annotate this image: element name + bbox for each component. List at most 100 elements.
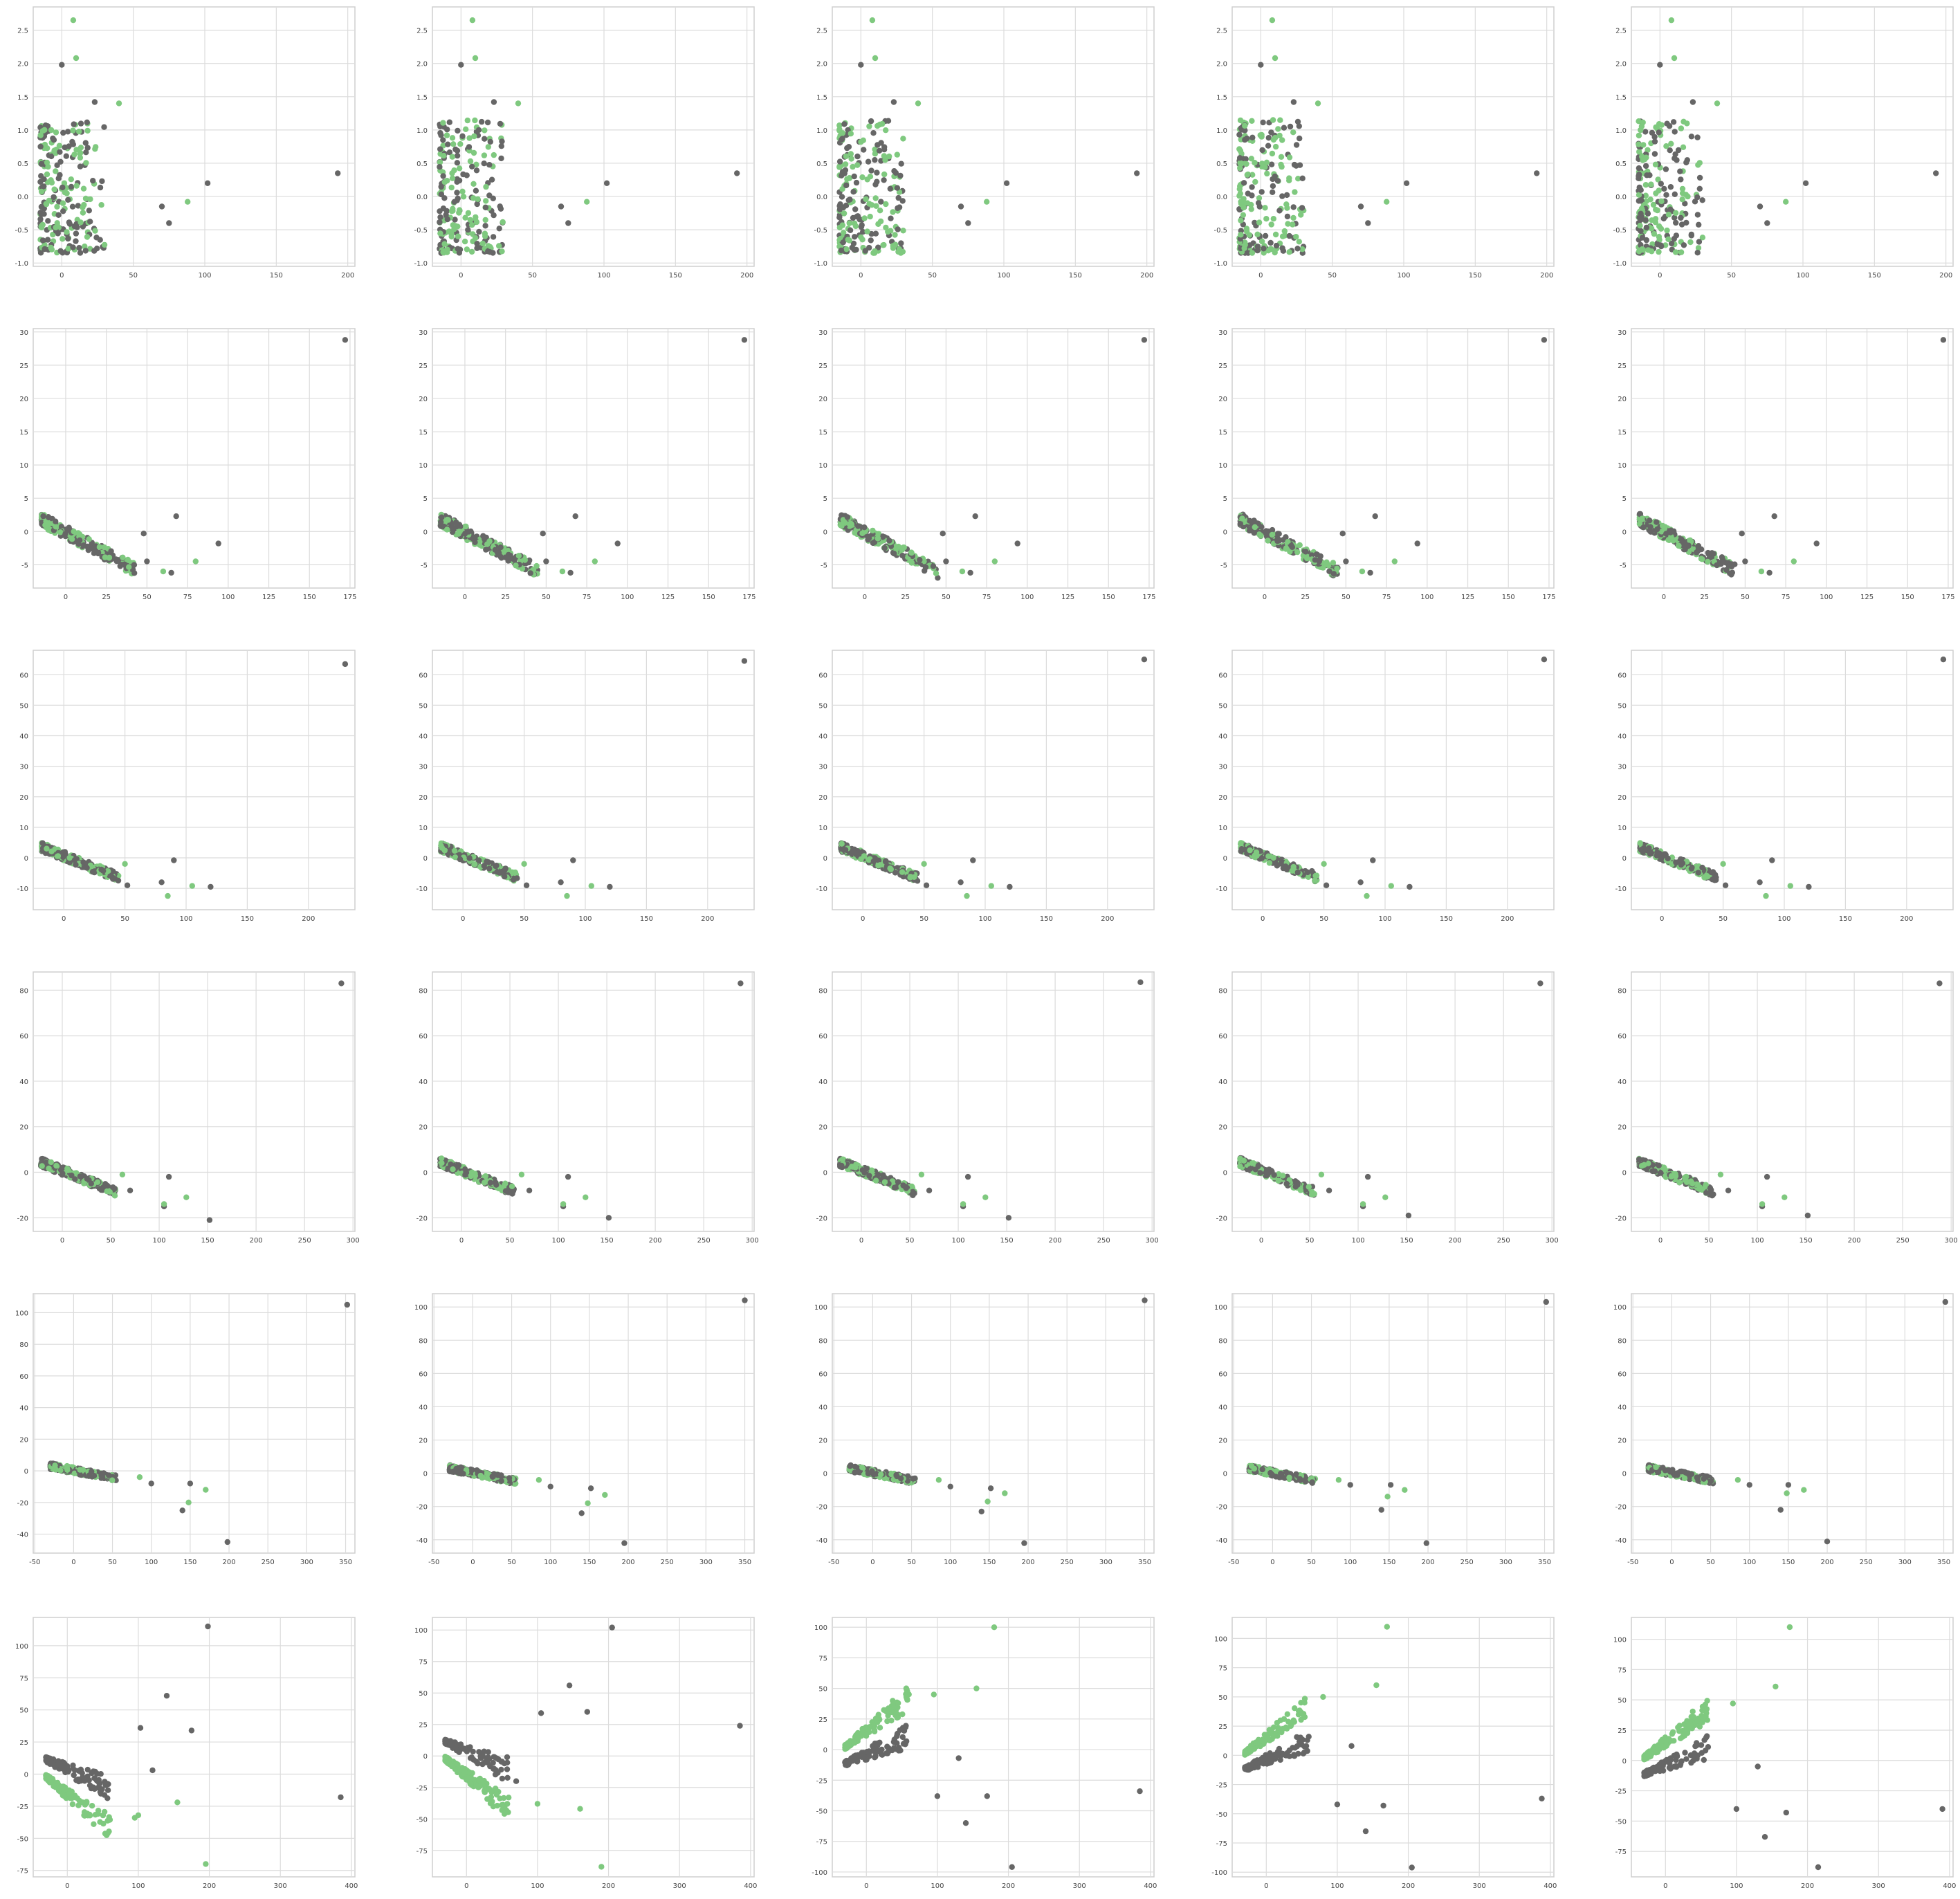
scatter-point-class-b (1639, 515, 1645, 522)
scatter-point-class-b (1266, 860, 1273, 866)
scatter-point-class-b (461, 238, 468, 245)
scatter-point-class-a (1678, 176, 1684, 183)
x-tick-label: 50 (542, 594, 551, 601)
x-tick-label: 150 (1400, 1237, 1413, 1245)
scatter-point-class-b (908, 549, 915, 556)
scatter-point-class-b (81, 1180, 87, 1186)
x-tick-label: 100 (179, 915, 192, 923)
scatter-point-class-a (440, 205, 447, 212)
scatter-point-class-a (497, 205, 504, 212)
x-tick-label: 200 (701, 915, 714, 923)
scatter-point-class-b (874, 122, 881, 129)
x-tick-label: 175 (742, 594, 755, 601)
scatter-point-class-a (59, 1171, 66, 1177)
scatter-point-class-b (70, 17, 77, 24)
scatter-point-class-a (458, 62, 464, 68)
scatter-point-class-a (1658, 181, 1664, 187)
scatter-point-class-a (1722, 882, 1729, 888)
scatter-point-class-a (204, 180, 211, 186)
scatter-point-class-b (872, 146, 878, 153)
y-tick-label: 30 (818, 329, 827, 337)
scatter-point-class-a (1247, 517, 1253, 524)
scatter-point-class-a (1005, 1215, 1012, 1221)
scatter-point-class-a (558, 203, 565, 210)
x-tick-label: 200 (1101, 915, 1114, 923)
scatter-point-class-a (1293, 142, 1300, 148)
scatter-point-class-b (880, 242, 886, 248)
scatter-point-class-b (1330, 560, 1337, 566)
scatter-point-class-a (1343, 558, 1349, 565)
scatter-point-class-a (1534, 170, 1540, 176)
scatter-point-class-b (1643, 154, 1649, 160)
scatter-point-class-b (53, 168, 59, 174)
scatter-point-class-a (558, 879, 564, 886)
scatter-point-class-a (84, 119, 90, 125)
x-tick-label: 50 (1741, 594, 1750, 601)
scatter-point-class-a (1649, 1168, 1656, 1175)
scatter-point-class-a (1370, 857, 1376, 863)
scatter-point-class-b (59, 200, 66, 206)
scatter-point-class-b (933, 570, 940, 576)
scatter-point-class-a (1764, 1173, 1770, 1180)
scatter-point-class-a (1651, 151, 1658, 157)
y-tick-label: -1.0 (1213, 260, 1227, 268)
x-tick-label: 50 (1341, 594, 1350, 601)
scatter-point-class-b (444, 526, 450, 533)
scatter-point-class-a (897, 172, 904, 179)
scatter-point-class-b (440, 120, 446, 126)
scatter-point-class-b (901, 544, 908, 551)
x-tick-label: 50 (1306, 1237, 1315, 1245)
scatter-point-class-b (894, 152, 901, 158)
scatter-point-class-b (868, 1167, 875, 1173)
x-tick-label: 175 (1941, 594, 1954, 601)
scatter-point-class-b (1270, 216, 1277, 222)
scatter-point-class-a (970, 857, 976, 863)
scatter-point-class-b (1758, 568, 1765, 575)
scatter-point-class-a (1709, 870, 1716, 876)
y-tick-label: -20 (17, 1500, 28, 1507)
scatter-point-class-a (1297, 135, 1303, 142)
scatter-point-class-b (1658, 122, 1665, 128)
scatter-point-class-b (881, 171, 888, 178)
scatter-point-class-a (1642, 129, 1649, 135)
scatter-point-class-a (1003, 180, 1010, 186)
scatter-point-class-b (1334, 565, 1340, 571)
scatter-point-class-b (1364, 892, 1370, 899)
scatter-point-class-a (77, 250, 84, 256)
scatter-point-class-a (80, 859, 86, 865)
scatter-point-class-b (499, 248, 505, 255)
scatter-point-class-a (1802, 180, 1809, 186)
scatter-point-class-b (1265, 248, 1272, 254)
scatter-point-class-a (870, 540, 877, 547)
scatter-point-class-a (857, 216, 863, 223)
scatter-point-class-b (1673, 210, 1679, 217)
scatter-point-class-b (1286, 154, 1293, 160)
y-tick-label: 1.5 (1615, 94, 1627, 102)
scatter-point-class-b (1645, 147, 1651, 153)
scatter-point-class-b (1272, 143, 1279, 150)
scatter-point-class-a (495, 550, 501, 556)
scatter-point-class-a (958, 203, 964, 210)
scatter-point-class-a (482, 136, 488, 142)
y-tick-label: 15 (818, 429, 827, 437)
y-tick-label: 40 (419, 733, 428, 741)
y-tick-label: 0.0 (1216, 194, 1227, 201)
scatter-point-class-a (91, 248, 98, 254)
y-tick-label: 80 (818, 987, 827, 995)
x-tick-label: 200 (1900, 915, 1913, 923)
scatter-point-class-b (83, 160, 89, 166)
scatter-point-class-a (1636, 1156, 1642, 1163)
scatter-point-class-a (68, 183, 75, 190)
y-tick-label: 0 (1223, 855, 1227, 863)
scatter-point-class-a (1541, 657, 1548, 663)
scatter-point-class-b (491, 152, 497, 158)
y-tick-label: -20 (1216, 1215, 1227, 1222)
scatter-point-class-a (543, 558, 549, 565)
scatter-point-class-a (77, 163, 84, 169)
scatter-point-class-a (836, 158, 843, 165)
scatter-subplot-3: 0 50 100 150 200-1.0-0.50.00.51.01.52.02.5 (814, 6, 1155, 279)
scatter-point-class-b (839, 186, 845, 192)
scatter-point-class-a (1330, 571, 1337, 577)
x-tick-label: 125 (1461, 594, 1474, 601)
scatter-point-class-b (93, 144, 99, 150)
